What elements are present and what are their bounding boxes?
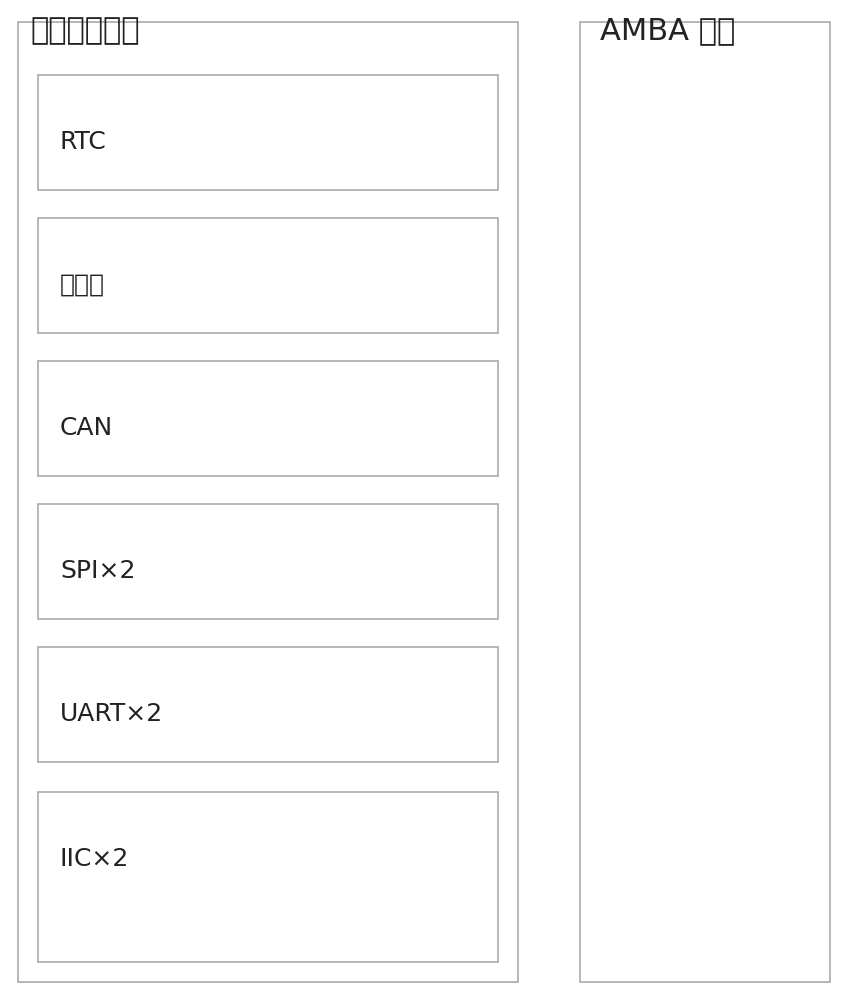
Text: RTC: RTC [60, 130, 107, 154]
Text: 看门狗: 看门狗 [60, 273, 105, 297]
Bar [38, 361, 498, 476]
Bar [38, 647, 498, 762]
Text: AMBA 总线: AMBA 总线 [600, 16, 735, 45]
Bar [38, 504, 498, 619]
Bar [38, 75, 498, 190]
Bar [18, 22, 518, 982]
Bar [38, 218, 498, 333]
Bar [38, 792, 498, 962]
Text: IIC×2: IIC×2 [60, 847, 129, 871]
Text: CAN: CAN [60, 416, 113, 440]
Text: 各类外设接口: 各类外设接口 [30, 16, 139, 45]
Bar [580, 22, 830, 982]
Text: UART×2: UART×2 [60, 702, 163, 726]
Text: SPI×2: SPI×2 [60, 559, 136, 583]
